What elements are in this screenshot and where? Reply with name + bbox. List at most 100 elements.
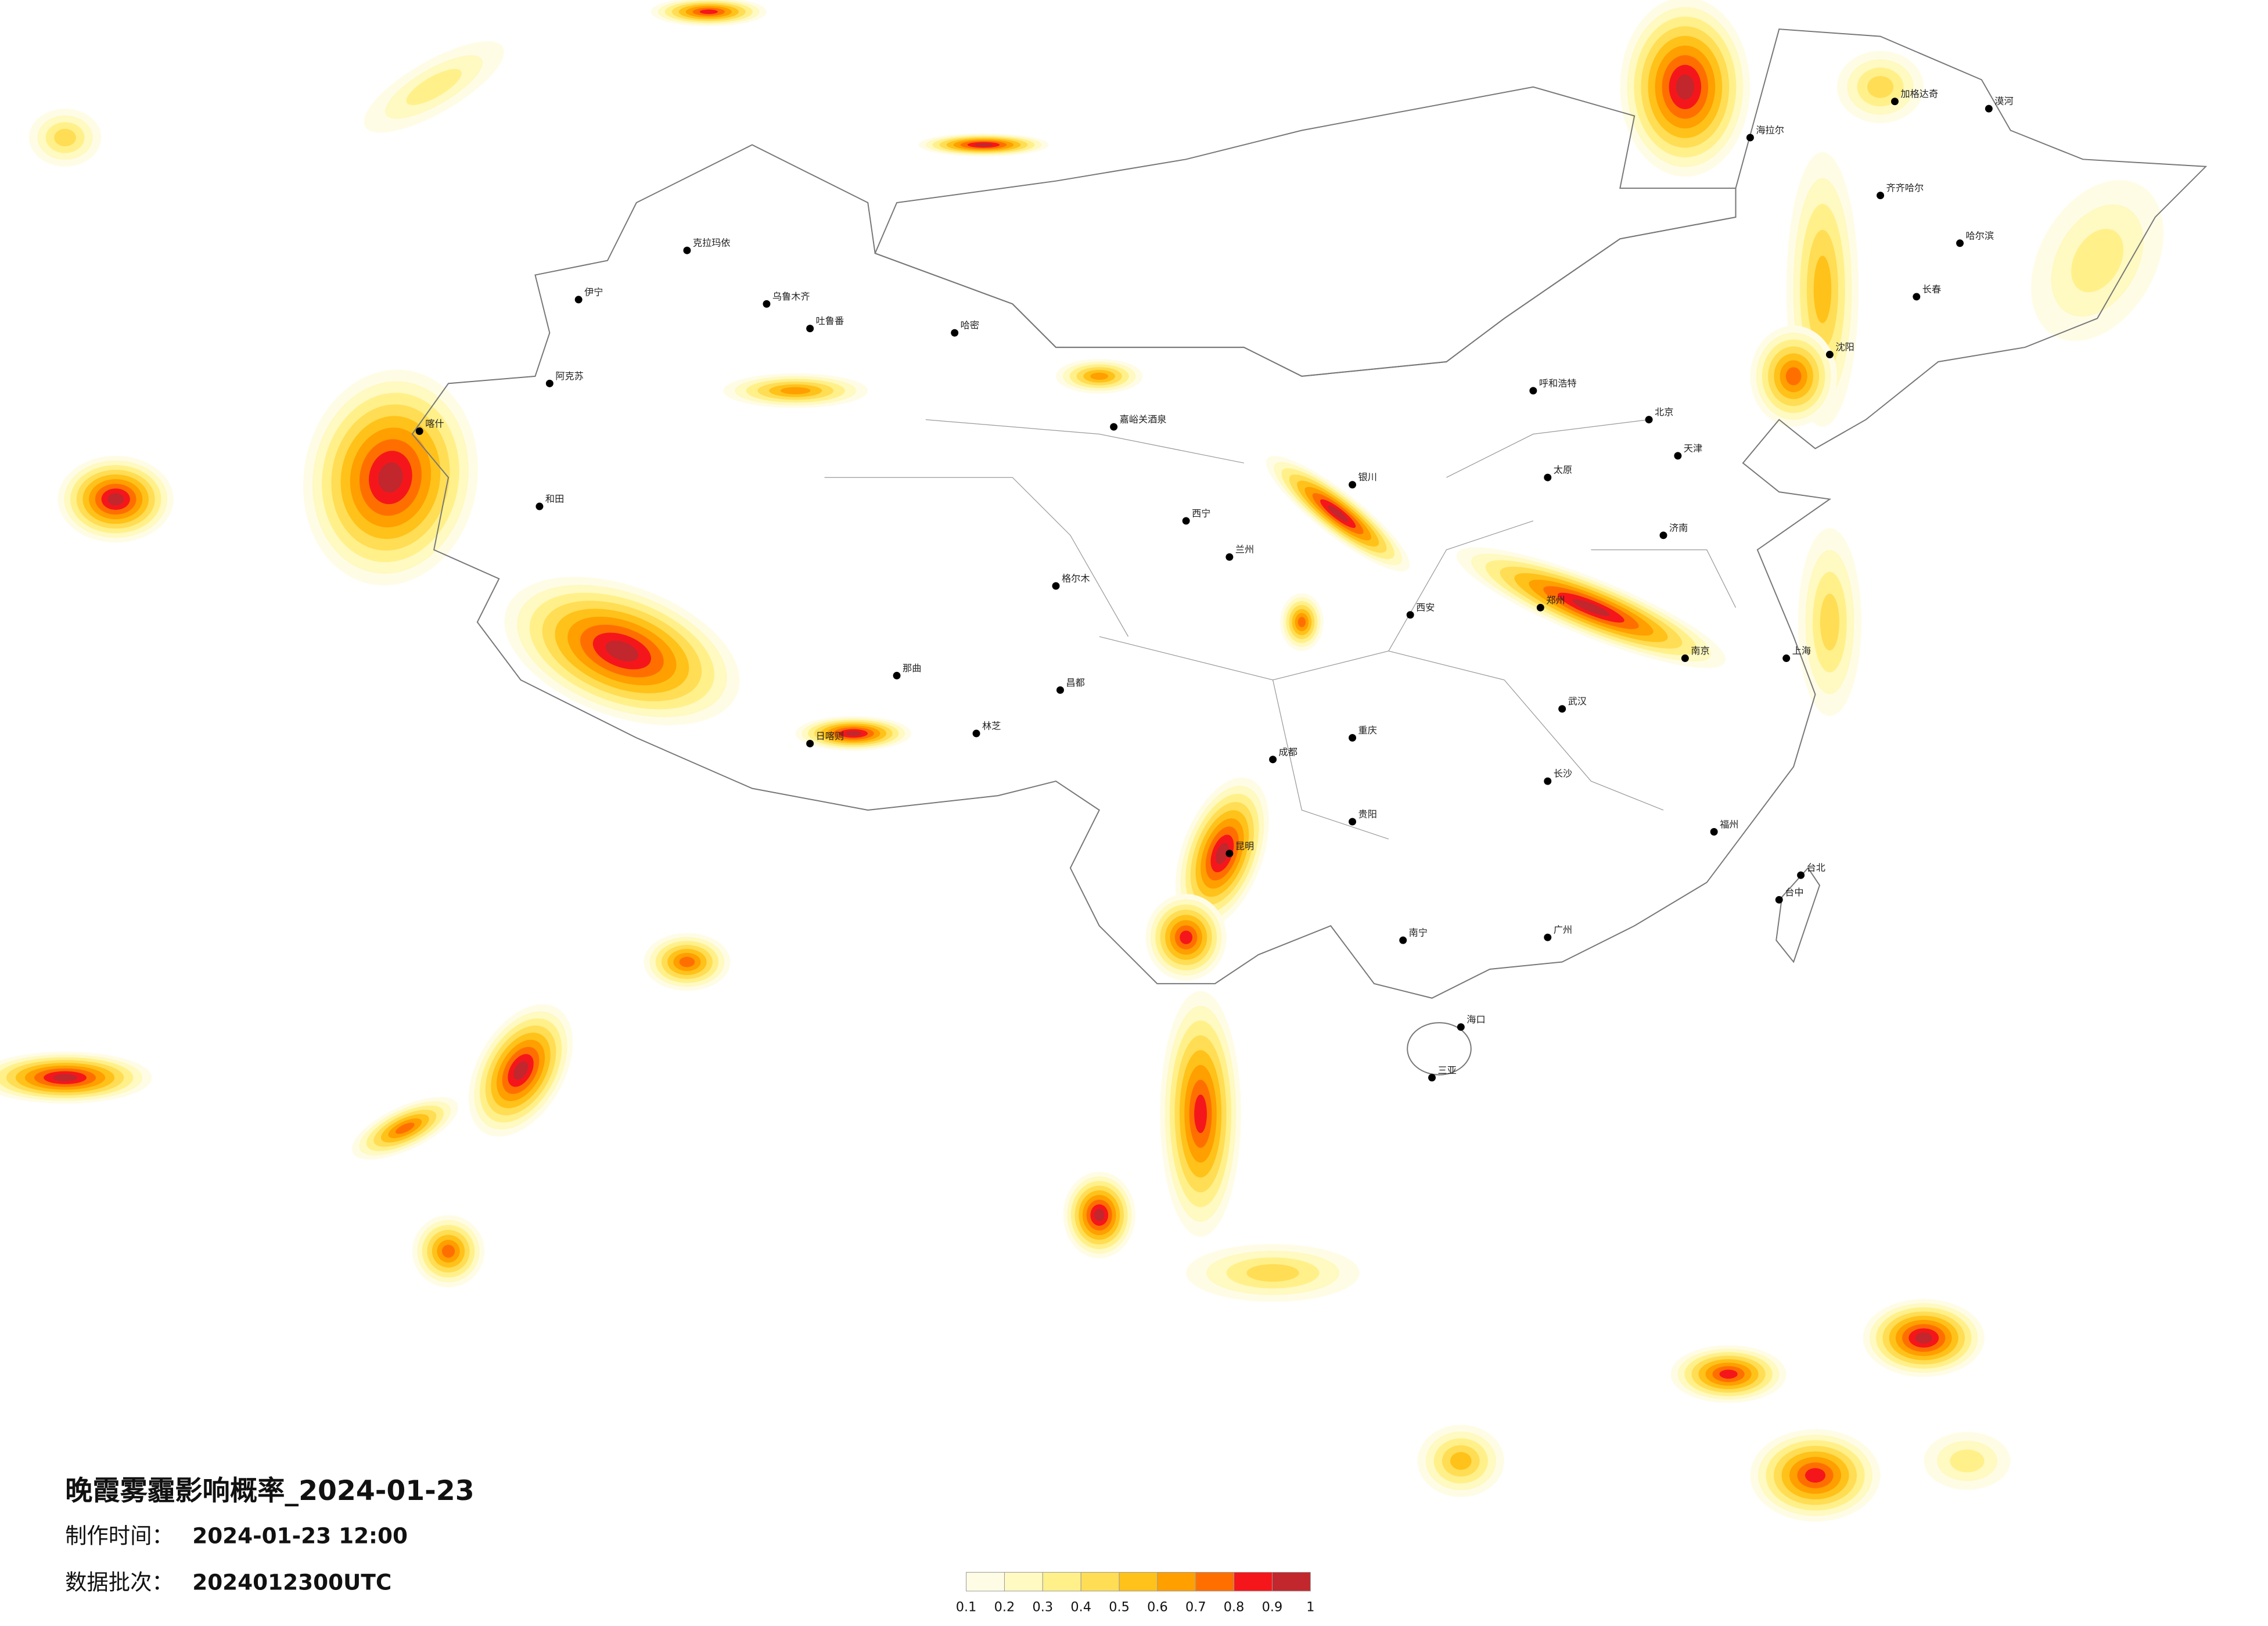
city-label: 南京 <box>1691 645 1709 656</box>
city-dot <box>683 246 691 254</box>
legend-swatch <box>1157 1571 1196 1592</box>
city-dot <box>1985 105 1993 113</box>
city-label: 兰州 <box>1235 544 1254 555</box>
made-label: 制作时间： <box>65 1523 174 1549</box>
city-dot <box>1269 756 1277 764</box>
city-label: 格尔木 <box>1062 573 1090 584</box>
city-dot <box>1877 192 1885 200</box>
map-title: 晚霞雾霾影响概率_2024-01-23 <box>65 1475 475 1507</box>
haze-area <box>1216 843 1229 865</box>
legend-swatch <box>966 1571 1005 1592</box>
city-label: 漠河 <box>1994 96 2013 107</box>
city-label: 沈阳 <box>1835 341 1854 352</box>
city-label: 吐鲁番 <box>816 315 844 326</box>
legend-swatch <box>1234 1571 1273 1592</box>
made-time: 2024-01-23 12:00 <box>192 1523 408 1549</box>
city-dot <box>1913 293 1921 301</box>
city-dot <box>1797 871 1805 879</box>
haze-area <box>395 1123 415 1134</box>
city-dot <box>806 325 814 333</box>
city-label: 哈密 <box>961 320 979 331</box>
city-label: 郑州 <box>1546 595 1565 606</box>
city-dot <box>574 296 583 304</box>
legend-tick-label: 0.4 <box>1070 1600 1091 1615</box>
legend-tick-label: 0.8 <box>1224 1600 1245 1615</box>
city-dot <box>1225 850 1234 858</box>
city-dot <box>1349 734 1357 742</box>
city-dot <box>1349 481 1357 489</box>
city-label: 三亚 <box>1437 1064 1456 1075</box>
haze-area <box>699 9 718 15</box>
haze-area <box>1094 1208 1105 1221</box>
city-dot <box>1529 387 1537 395</box>
city-label: 呼和浩特 <box>1539 377 1577 388</box>
city-dot <box>1182 517 1190 525</box>
city-label: 贵阳 <box>1358 808 1377 819</box>
city-dot <box>1056 686 1064 694</box>
city-dot <box>1406 611 1414 619</box>
haze-area <box>845 731 862 736</box>
haze-area <box>1820 593 1839 651</box>
legend-tick-label: 0.1 <box>956 1600 977 1615</box>
city-dot <box>1659 531 1667 539</box>
legend-tick-label: 0.7 <box>1185 1600 1206 1615</box>
city-label: 昌都 <box>1066 677 1084 688</box>
hainan <box>1407 1022 1472 1075</box>
haze-area <box>1915 1332 1932 1344</box>
haze-area <box>378 462 403 493</box>
city-dot <box>1428 1074 1436 1082</box>
city-label: 台北 <box>1807 862 1825 873</box>
haze-area <box>1572 599 1610 616</box>
city-dot <box>1825 351 1834 359</box>
city-label: 太原 <box>1554 465 1572 476</box>
city-dot <box>1544 777 1552 785</box>
city-dot <box>951 329 959 337</box>
city-label: 成都 <box>1279 746 1297 757</box>
haze-area <box>1676 74 1695 100</box>
haze-area <box>53 1074 77 1082</box>
city-dot <box>806 739 814 747</box>
haze-area <box>1719 1369 1738 1379</box>
haze-area <box>1246 1264 1299 1282</box>
mongolia-border <box>874 86 1737 377</box>
city-label: 武汉 <box>1568 696 1587 707</box>
city-label: 乌鲁木齐 <box>772 291 810 302</box>
haze-area <box>781 387 811 394</box>
city-label: 台中 <box>1785 887 1803 898</box>
haze-area <box>2071 229 2124 293</box>
legend-swatch <box>1042 1571 1081 1592</box>
city-dot <box>1457 1023 1465 1031</box>
city-dot <box>1349 818 1357 826</box>
city-dot <box>1558 705 1566 713</box>
city-label: 海拉尔 <box>1756 124 1784 135</box>
city-label: 喀什 <box>425 418 444 429</box>
city-dot <box>1645 416 1653 424</box>
city-label: 加格达奇 <box>1900 88 1938 99</box>
city-label: 上海 <box>1792 645 1811 656</box>
city-label: 银川 <box>1358 472 1377 483</box>
legend-swatch <box>1271 1571 1311 1592</box>
probability-field <box>0 0 2164 1522</box>
city-label: 海口 <box>1467 1014 1485 1025</box>
haze-area <box>513 1061 529 1080</box>
city-label: 嘉峪关酒泉 <box>1120 414 1167 425</box>
city-dot <box>1536 603 1544 611</box>
city-dot <box>1052 582 1060 590</box>
legend-tick-label: 1 <box>1306 1600 1314 1615</box>
city-label: 昆明 <box>1235 840 1254 851</box>
city-label: 日喀则 <box>816 731 844 742</box>
city-label: 伊宁 <box>584 286 603 297</box>
city-dot <box>1710 828 1718 836</box>
city-dot <box>1746 134 1754 142</box>
haze-area <box>1090 372 1109 380</box>
city-dot <box>1225 553 1234 561</box>
city-dot <box>763 300 771 308</box>
city-dot <box>1956 239 1964 247</box>
haze-area <box>605 641 639 661</box>
city-label: 和田 <box>545 494 564 505</box>
city-dot <box>1399 936 1407 944</box>
